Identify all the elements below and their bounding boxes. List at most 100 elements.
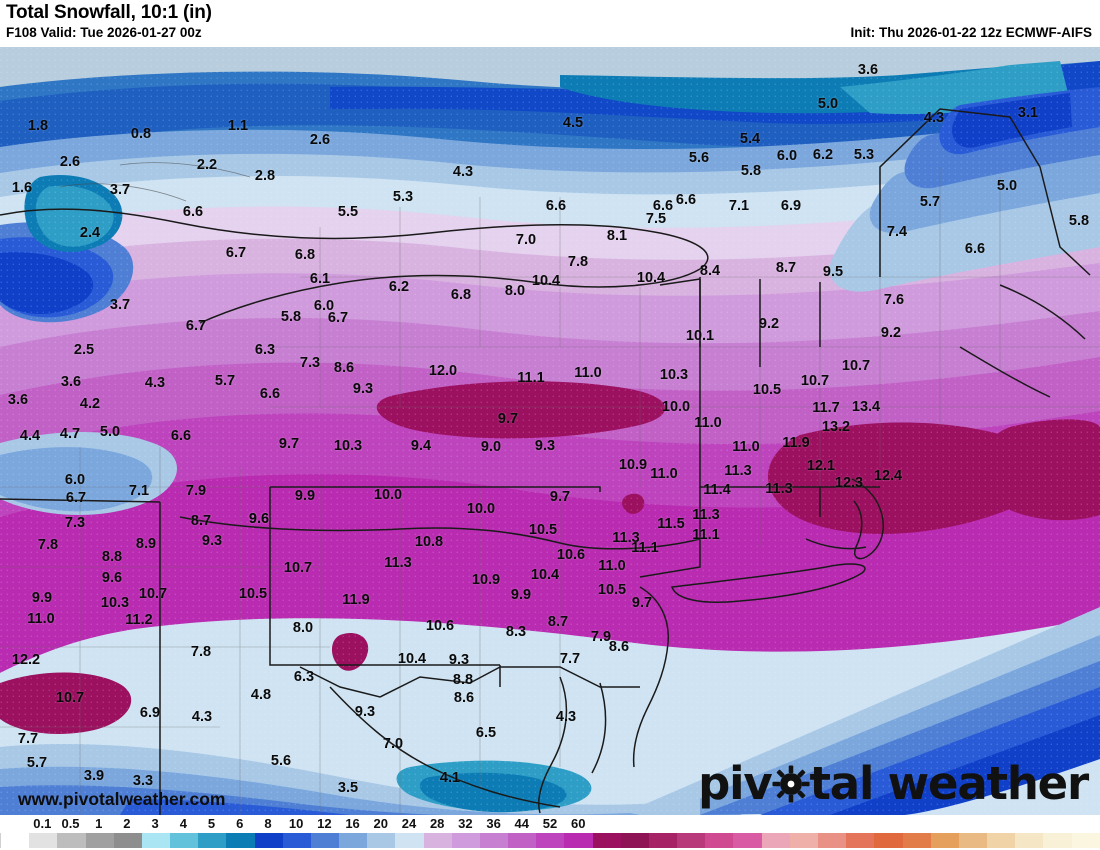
snowfall-value-label: 4.8 [250, 686, 272, 703]
snowfall-value-label: 6.9 [780, 197, 802, 214]
snowfall-value-label: 12.1 [806, 457, 836, 474]
snowfall-value-label: 0.8 [130, 125, 152, 142]
colorbar-tick: 60 [570, 816, 586, 831]
snowfall-value-label: 6.8 [450, 286, 472, 303]
colorbar-swatch[interactable] [170, 833, 199, 848]
snowfall-value-label: 11.0 [27, 610, 55, 627]
snowfall-value-label: 10.9 [618, 456, 648, 473]
colorbar-swatch[interactable] [958, 833, 988, 848]
snowfall-value-label: 7.1 [728, 197, 750, 214]
colorbar[interactable]: 0.1 0.5 1 2 3 4 5 6 8 10 12 16 20 24 28 32 36 44 52 60 [0, 815, 1100, 850]
snowfall-value-label: 10.1 [685, 327, 715, 344]
colorbar-swatch[interactable] [226, 833, 255, 848]
colorbar-swatch[interactable] [508, 833, 537, 848]
colorbar-swatch[interactable] [648, 833, 678, 848]
colorbar-swatch[interactable] [620, 833, 649, 848]
colorbar-tick: 44 [514, 816, 530, 831]
snowfall-value-label: 6.0 [776, 147, 798, 164]
snowfall-value-label: 6.6 [182, 203, 204, 220]
snowfall-value-label: 6.7 [65, 489, 87, 506]
colorbar-swatch[interactable] [902, 833, 931, 848]
snowfall-value-label: 10.7 [800, 372, 830, 389]
snowfall-map-canvas[interactable]: 1.8 0.8 1.1 2.6 2.2 2.6 2.8 1.6 3.7 4.3 5.3 5.5 6.6 6… [0, 47, 1100, 815]
snowfall-value-label: 9.6 [101, 569, 123, 586]
colorbar-swatch[interactable] [479, 833, 509, 848]
snowfall-value-label: 3.7 [109, 296, 131, 313]
snowfall-value-label: 6.3 [293, 668, 315, 685]
colorbar-tick-labels: 0.1 0.5 1 2 3 4 5 6 8 10 12 16 20 24 28 32 36 44 52 60 [0, 815, 1100, 832]
colorbar-swatch[interactable] [0, 833, 30, 848]
colorbar-swatch[interactable] [367, 833, 396, 848]
colorbar-swatch[interactable] [536, 833, 565, 848]
snowfall-value-label: 11.4 [703, 481, 731, 498]
colorbar-tick: 28 [429, 816, 445, 831]
snowfall-value-label: 9.3 [201, 532, 223, 549]
snowfall-value-label: 7.6 [883, 291, 905, 308]
snowfall-value-label: 4.7 [59, 425, 81, 442]
snowfall-value-label: 11.0 [732, 438, 760, 455]
snowfall-value-label: 10.5 [238, 585, 268, 602]
snowfall-value-label: 8.6 [333, 359, 355, 376]
snowfall-value-label: 4.3 [923, 109, 945, 126]
colorbar-swatch[interactable] [423, 833, 452, 848]
snowfall-value-label: 7.8 [567, 253, 589, 270]
colorbar-swatch[interactable] [310, 833, 340, 848]
snowfall-value-label: 7.8 [37, 536, 59, 553]
colorbar-swatch[interactable] [29, 833, 58, 848]
colorbar-swatch[interactable] [930, 833, 959, 848]
snowfall-value-label: 9.2 [758, 315, 780, 332]
snowfall-contour-field [0, 47, 1100, 815]
snowfall-value-label: 6.7 [185, 317, 207, 334]
snowfall-value-label: 6.0 [64, 471, 86, 488]
snowfall-value-label: 11.0 [650, 465, 678, 482]
colorbar-swatch[interactable] [987, 833, 1016, 848]
snowfall-value-label: 9.2 [880, 324, 902, 341]
snowfall-value-label: 13.4 [851, 398, 881, 415]
colorbar-swatch[interactable] [395, 833, 424, 848]
colorbar-swatch[interactable] [874, 833, 903, 848]
colorbar-swatch[interactable] [733, 833, 762, 848]
snowfall-value-label: 6.2 [388, 278, 410, 295]
colorbar-swatch[interactable] [141, 833, 171, 848]
colorbar-swatch[interactable] [85, 833, 114, 848]
colorbar-swatch[interactable] [677, 833, 706, 848]
snowfall-value-label: 9.7 [631, 594, 653, 611]
colorbar-swatch[interactable] [254, 833, 283, 848]
colorbar-swatch[interactable] [564, 833, 593, 848]
colorbar-swatch[interactable] [1015, 833, 1044, 848]
colorbar-tick: 1 [95, 816, 103, 831]
colorbar-swatches[interactable] [0, 833, 1100, 848]
colorbar-tick: 52 [542, 816, 558, 831]
watermark-url: www.pivotalweather.com [18, 789, 226, 809]
colorbar-swatch[interactable] [817, 833, 847, 848]
colorbar-swatch[interactable] [789, 833, 818, 848]
colorbar-swatch[interactable] [282, 833, 311, 848]
snowfall-value-label: 5.3 [392, 188, 414, 205]
colorbar-swatch[interactable] [761, 833, 790, 848]
colorbar-swatch[interactable] [1043, 833, 1072, 848]
snowfall-value-label: 11.7 [812, 399, 840, 416]
snowfall-value-label: 9.3 [354, 703, 376, 720]
snowfall-value-label: 2.4 [79, 224, 101, 241]
snowfall-value-label: 8.7 [775, 259, 797, 276]
snowfall-value-label: 6.2 [812, 146, 834, 163]
snowfall-value-label: 5.0 [817, 95, 839, 112]
snowfall-value-label: 1.6 [11, 179, 33, 196]
colorbar-swatch[interactable] [592, 833, 621, 848]
snowfall-value-label: 3.3 [132, 772, 154, 789]
colorbar-swatch[interactable] [451, 833, 480, 848]
colorbar-swatch[interactable] [1071, 833, 1100, 848]
colorbar-swatch[interactable] [846, 833, 875, 848]
snowfall-value-label: 5.7 [919, 193, 941, 210]
colorbar-swatch[interactable] [198, 833, 227, 848]
snowfall-value-label: 6.6 [652, 197, 674, 214]
colorbar-swatch[interactable] [705, 833, 734, 848]
colorbar-swatch[interactable] [113, 833, 142, 848]
snowfall-value-label: 5.8 [740, 162, 762, 179]
snowfall-value-label: 9.3 [534, 437, 556, 454]
map-header: Total Snowfall, 10:1 (in) F108 Valid: Tu… [0, 0, 1100, 47]
snowfall-value-label: 5.6 [688, 149, 710, 166]
colorbar-swatch[interactable] [57, 833, 86, 848]
colorbar-swatch[interactable] [339, 833, 368, 848]
